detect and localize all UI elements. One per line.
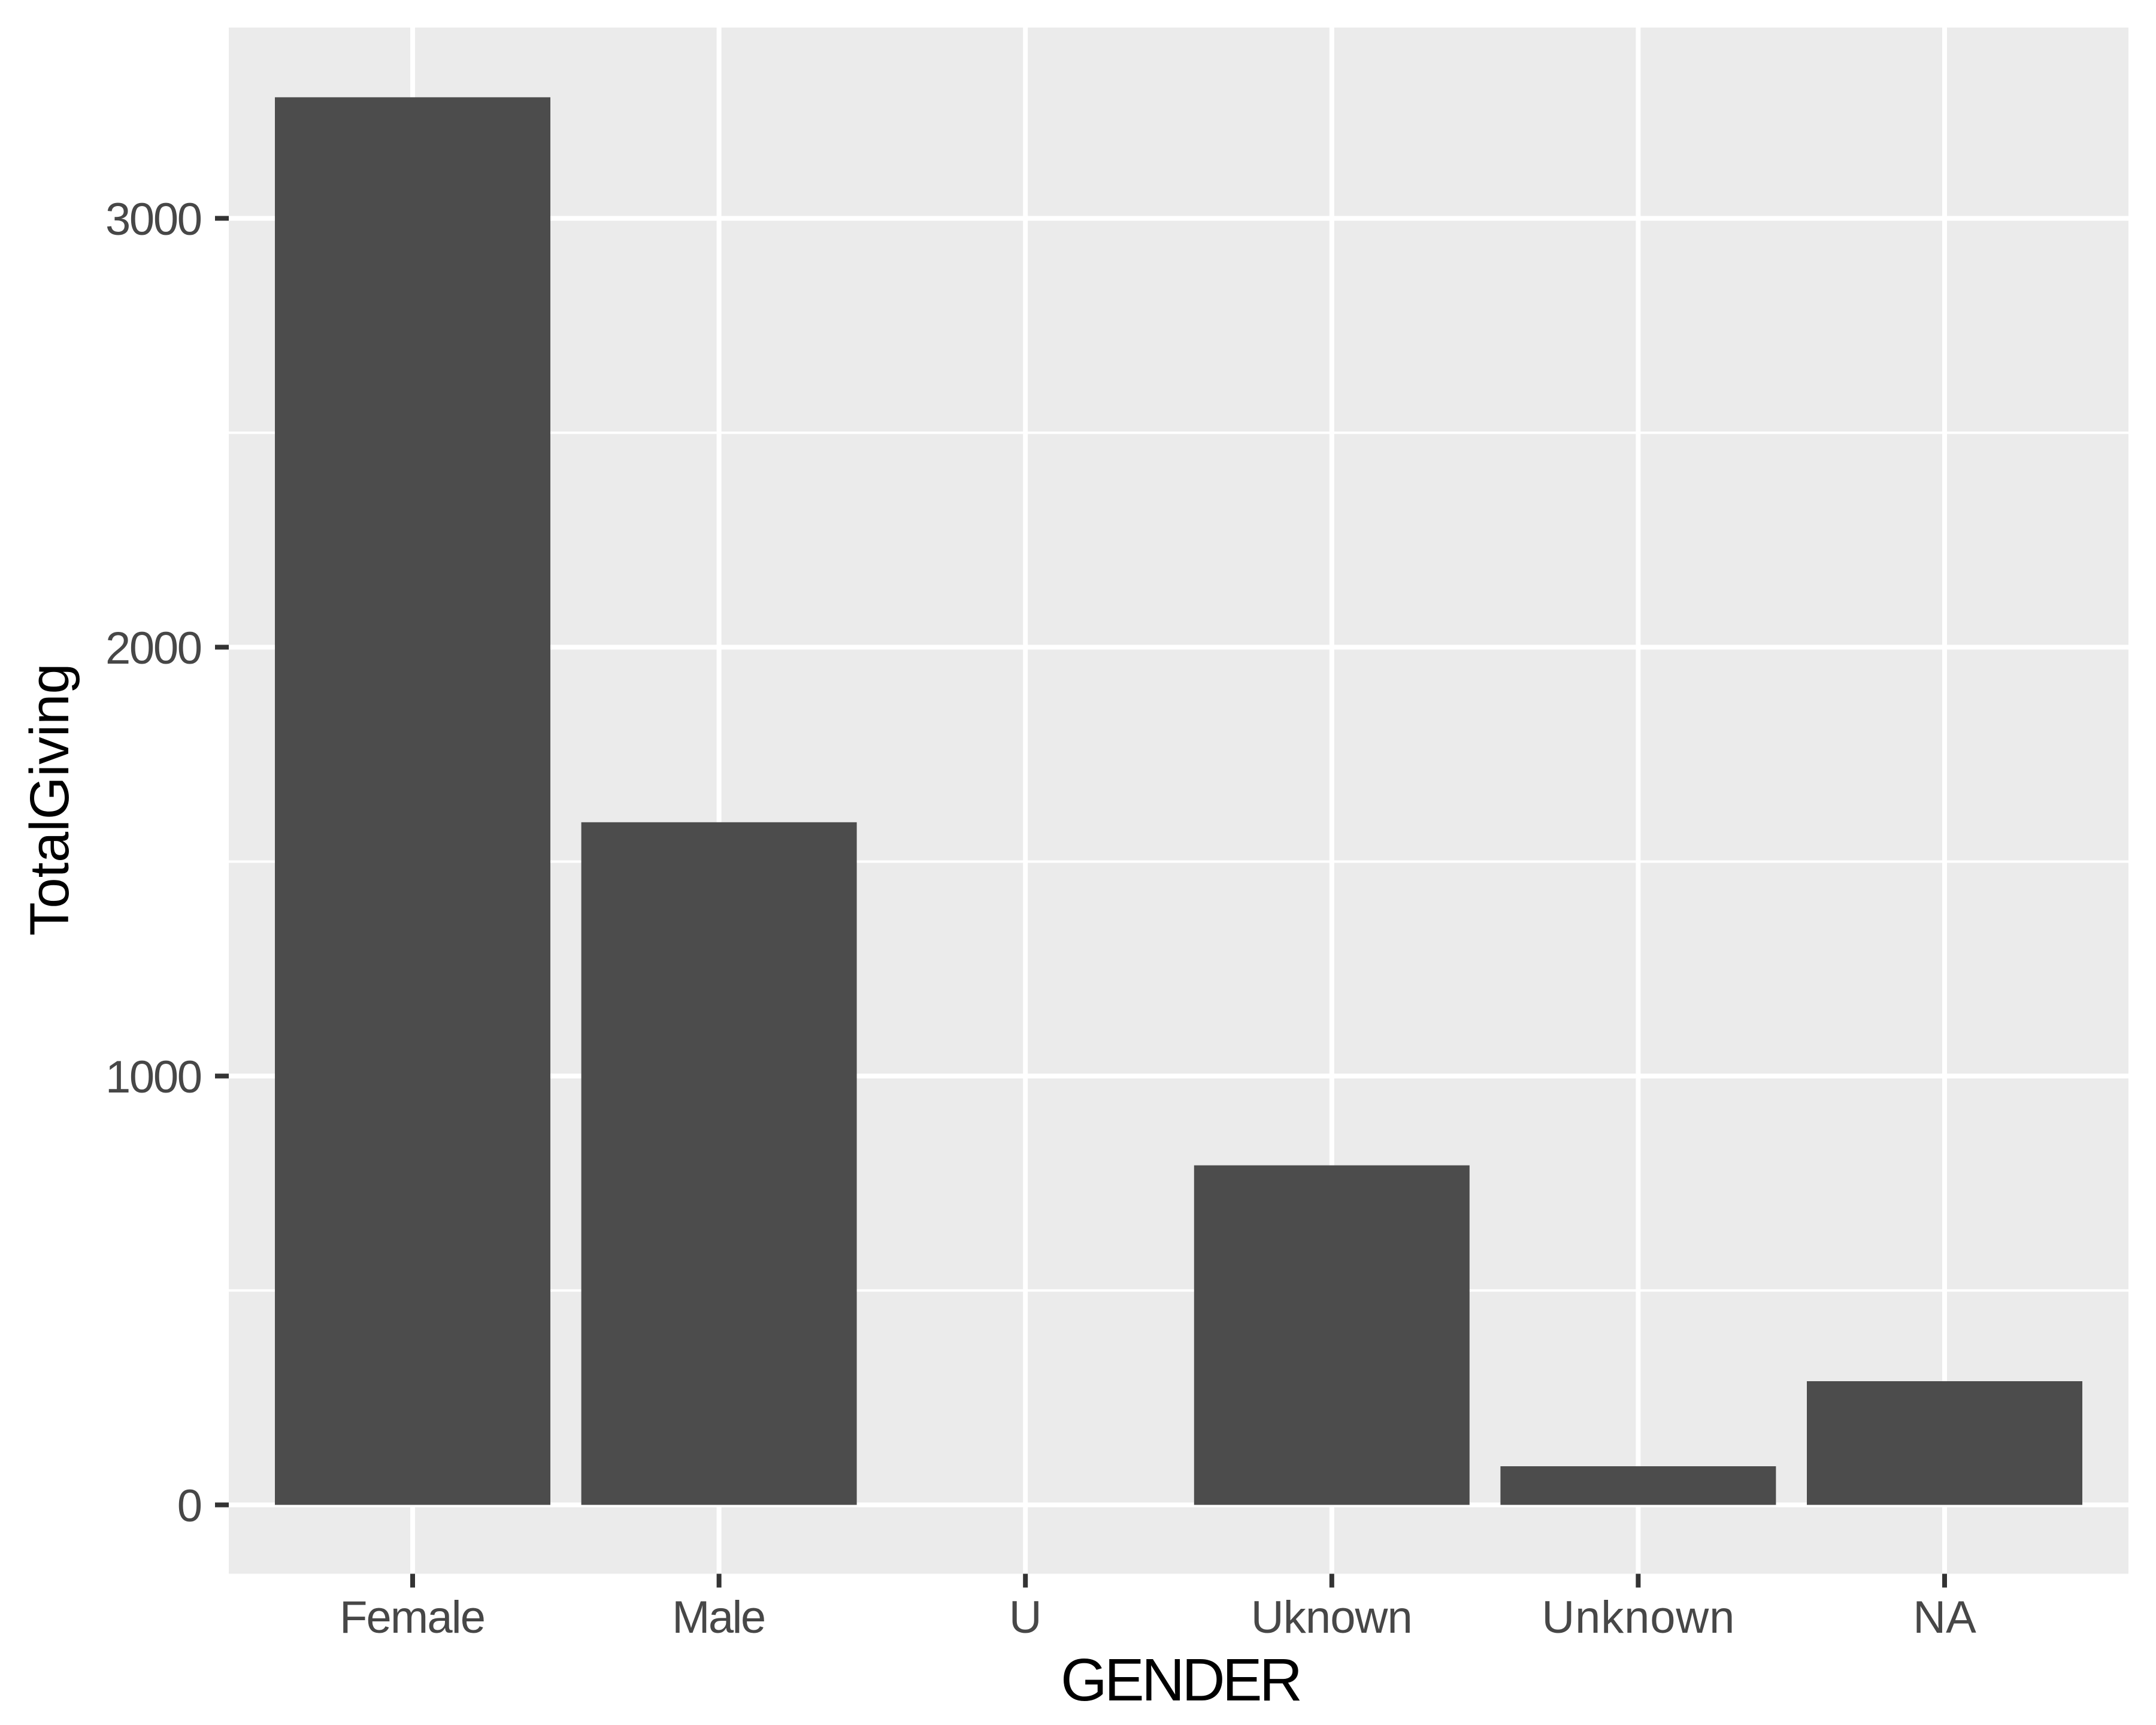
svg-text:0: 0 (177, 1481, 202, 1532)
svg-text:NA: NA (1913, 1592, 1976, 1643)
svg-text:U: U (1009, 1592, 1042, 1643)
svg-text:Uknown: Uknown (1251, 1592, 1413, 1643)
svg-text:GENDER: GENDER (1061, 1647, 1303, 1714)
svg-text:TotalGiving: TotalGiving (19, 664, 80, 936)
svg-text:Unknown: Unknown (1542, 1592, 1734, 1643)
svg-text:3000: 3000 (105, 194, 202, 245)
svg-text:2000: 2000 (105, 623, 202, 674)
svg-text:1000: 1000 (105, 1052, 202, 1103)
svg-text:Male: Male (672, 1592, 766, 1643)
svg-text:Female: Female (340, 1592, 486, 1643)
